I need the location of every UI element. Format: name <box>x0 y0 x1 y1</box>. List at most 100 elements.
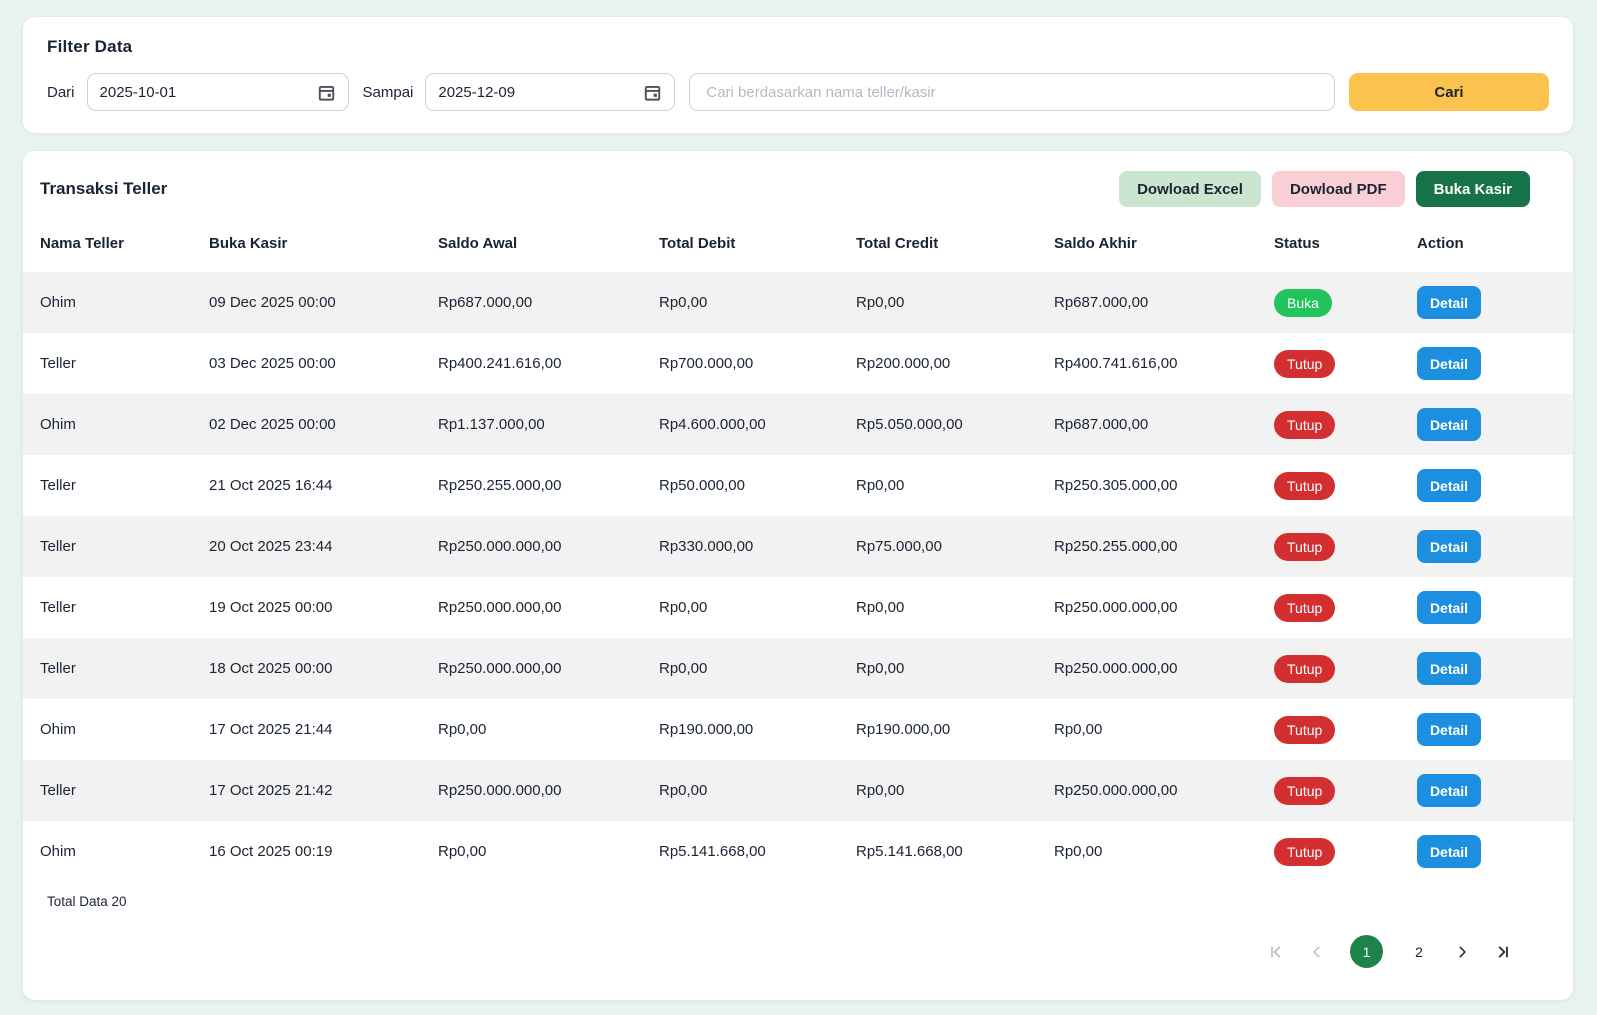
filter-controls: Dari Sampai Cari <box>47 73 1549 111</box>
cell-total-credit: Rp0,00 <box>856 782 905 799</box>
cell-nama: Ohim <box>40 843 76 860</box>
cell-buka-kasir: 18 Oct 2025 00:00 <box>209 660 333 677</box>
cell-saldo-akhir: Rp250.000.000,00 <box>1054 599 1178 616</box>
cell-total-debit: Rp0,00 <box>659 599 708 616</box>
detail-button[interactable]: Detail <box>1417 591 1481 624</box>
cell-buka-kasir: 17 Oct 2025 21:44 <box>209 721 333 738</box>
chevron-right-icon[interactable] <box>1455 945 1469 959</box>
buka-kasir-button[interactable]: Buka Kasir <box>1415 171 1530 207</box>
download-pdf-button[interactable]: Dowload PDF <box>1271 171 1405 207</box>
cell-buka-kasir: 02 Dec 2025 00:00 <box>209 416 336 433</box>
column-header-saldo-awal: Saldo Awal <box>438 235 518 252</box>
detail-button[interactable]: Detail <box>1417 347 1481 380</box>
status-badge: Buka <box>1274 288 1332 317</box>
column-header-action: Action <box>1417 235 1464 252</box>
detail-button[interactable]: Detail <box>1417 652 1481 685</box>
cell-buka-kasir: 16 Oct 2025 00:19 <box>209 843 333 860</box>
cell-total-debit: Rp0,00 <box>659 782 708 799</box>
status-badge: Tutup <box>1274 776 1336 805</box>
cell-action: Detail <box>1417 333 1573 394</box>
cell-action: Detail <box>1417 821 1573 882</box>
cell-buka-kasir: 20 Oct 2025 23:44 <box>209 538 333 555</box>
cell-total-debit: Rp50.000,00 <box>659 477 745 494</box>
cell-saldo-akhir: Rp0,00 <box>1054 721 1103 738</box>
filter-title: Filter Data <box>47 37 133 56</box>
cell-nama: Ohim <box>40 294 76 311</box>
detail-button[interactable]: Detail <box>1417 469 1481 502</box>
detail-button[interactable]: Detail <box>1417 713 1481 746</box>
cell-buka-kasir: 09 Dec 2025 00:00 <box>209 294 336 311</box>
cari-button[interactable]: Cari <box>1349 73 1549 111</box>
page-button-1[interactable]: 1 <box>1350 935 1383 968</box>
cell-buka-kasir: 19 Oct 2025 00:00 <box>209 599 333 616</box>
cell-total-credit: Rp75.000,00 <box>856 538 942 555</box>
cell-saldo-awal: Rp250.000.000,00 <box>438 538 562 555</box>
cell-total-credit: Rp5.050.000,00 <box>856 416 963 433</box>
cell-total-credit: Rp0,00 <box>856 660 905 677</box>
cell-saldo-awal: Rp687.000,00 <box>438 294 533 311</box>
cell-saldo-awal: Rp250.000.000,00 <box>438 782 562 799</box>
transactions-card: Transaksi Teller Dowload Excel Dowload P… <box>23 151 1573 1000</box>
cell-action: Detail <box>1417 638 1573 699</box>
cell-status: Buka <box>1274 272 1417 333</box>
cell-status: Tutup <box>1274 333 1417 394</box>
table-actions: Dowload Excel Dowload PDF Buka Kasir <box>1119 171 1530 207</box>
cell-total-credit: Rp0,00 <box>856 599 905 616</box>
cell-saldo-awal: Rp0,00 <box>438 721 487 738</box>
date-from-input[interactable] <box>99 83 260 101</box>
calendar-icon[interactable] <box>643 83 662 102</box>
chevron-left-icon[interactable] <box>1310 945 1324 959</box>
detail-button[interactable]: Detail <box>1417 408 1481 441</box>
cell-saldo-awal: Rp250.255.000,00 <box>438 477 562 494</box>
cell-saldo-akhir: Rp250.000.000,00 <box>1054 782 1178 799</box>
cell-nama: Ohim <box>40 721 76 738</box>
cell-total-debit: Rp0,00 <box>659 660 708 677</box>
cell-nama: Teller <box>40 660 76 677</box>
cell-saldo-akhir: Rp250.000.000,00 <box>1054 660 1178 677</box>
detail-button[interactable]: Detail <box>1417 835 1481 868</box>
cell-total-credit: Rp200.000,00 <box>856 355 951 372</box>
cell-buka-kasir: 17 Oct 2025 21:42 <box>209 782 333 799</box>
status-badge: Tutup <box>1274 593 1336 622</box>
cell-action: Detail <box>1417 577 1573 638</box>
column-header-saldo-akhir: Saldo Akhir <box>1054 235 1137 252</box>
table-row: Teller 03 Dec 2025 00:00 Rp400.241.616,00 R… <box>23 333 1573 394</box>
cell-saldo-awal: Rp400.241.616,00 <box>438 355 562 372</box>
cell-saldo-akhir: Rp250.255.000,00 <box>1054 538 1178 555</box>
download-excel-button[interactable]: Dowload Excel <box>1119 171 1261 207</box>
date-to-field[interactable] <box>425 73 676 111</box>
filter-card: Filter Data Dari Sampai <box>23 17 1573 133</box>
cell-status: Tutup <box>1274 516 1417 577</box>
detail-button[interactable]: Detail <box>1417 774 1481 807</box>
table-row: Teller 17 Oct 2025 21:42 Rp250.000.000,00 R… <box>23 760 1573 821</box>
detail-button[interactable]: Detail <box>1417 530 1481 563</box>
column-header-total-credit: Total Credit <box>856 235 939 252</box>
total-data-label: Total Data 20 <box>47 894 127 909</box>
cell-total-debit: Rp190.000,00 <box>659 721 754 738</box>
column-header-buka-kasir: Buka Kasir <box>209 235 288 252</box>
calendar-icon[interactable] <box>317 83 336 102</box>
table-row: Ohim 16 Oct 2025 00:19 Rp0,00 Rp5.141.668,0… <box>23 821 1573 882</box>
date-from-field[interactable] <box>86 73 349 111</box>
detail-button[interactable]: Detail <box>1417 286 1481 319</box>
cell-nama: Teller <box>40 782 76 799</box>
cell-nama: Ohim <box>40 416 76 433</box>
last-page-icon[interactable] <box>1495 944 1511 960</box>
cell-saldo-awal: Rp250.000.000,00 <box>438 599 562 616</box>
cell-saldo-akhir: Rp0,00 <box>1054 843 1103 860</box>
cell-saldo-awal: Rp1.137.000,00 <box>438 416 545 433</box>
first-page-icon[interactable] <box>1268 944 1284 960</box>
cell-nama: Teller <box>40 355 76 372</box>
sampai-label: Sampai <box>362 83 414 101</box>
cell-total-credit: Rp0,00 <box>856 477 905 494</box>
date-to-input[interactable] <box>438 83 599 101</box>
cell-nama: Teller <box>40 538 76 555</box>
search-input[interactable] <box>689 73 1335 111</box>
cell-saldo-akhir: Rp687.000,00 <box>1054 294 1149 311</box>
cell-status: Tutup <box>1274 821 1417 882</box>
cell-nama: Teller <box>40 477 76 494</box>
page-button-2[interactable]: 2 <box>1415 943 1423 960</box>
cell-nama: Teller <box>40 599 76 616</box>
cell-action: Detail <box>1417 394 1573 455</box>
transactions-table: Nama Teller Buka Kasir Saldo Awal Total Deb… <box>23 223 1573 882</box>
